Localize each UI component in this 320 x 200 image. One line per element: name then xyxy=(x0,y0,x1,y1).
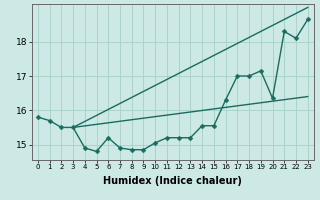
X-axis label: Humidex (Indice chaleur): Humidex (Indice chaleur) xyxy=(103,176,242,186)
